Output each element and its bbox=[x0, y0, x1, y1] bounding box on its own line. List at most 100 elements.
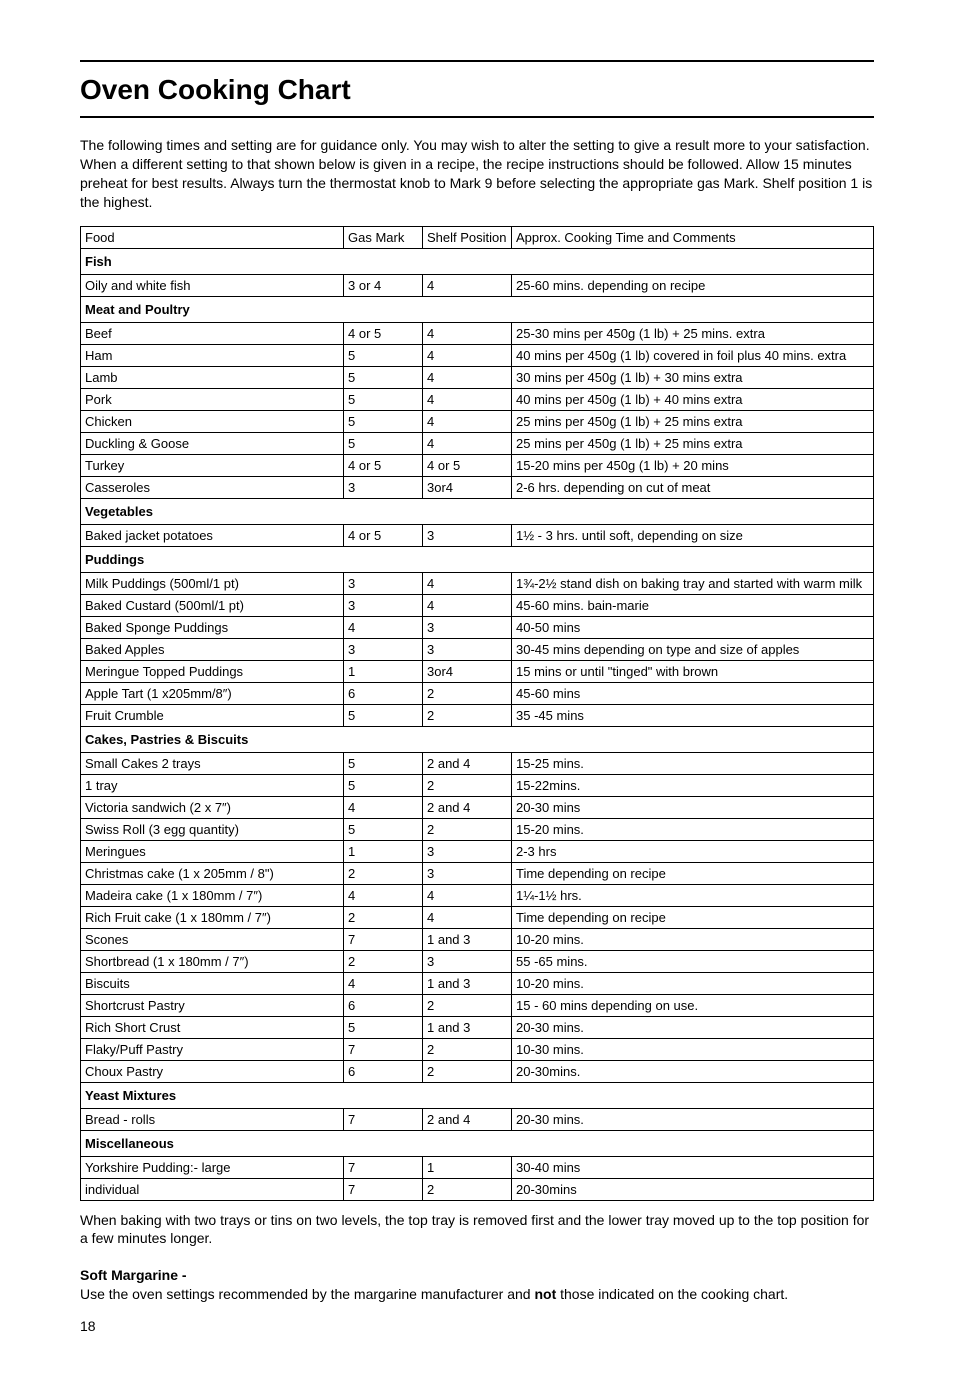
table-row: Ham5440 mins per 450g (1 lb) covered in … bbox=[81, 344, 874, 366]
cell-comments: 20-30mins bbox=[512, 1178, 874, 1200]
section-header-row: Meat and Poultry bbox=[81, 296, 874, 322]
top-rule bbox=[80, 60, 874, 62]
section-header-row: Miscellaneous bbox=[81, 1130, 874, 1156]
cell-comments: 25-30 mins per 450g (1 lb) + 25 mins. ex… bbox=[512, 322, 874, 344]
cell-food: Lamb bbox=[81, 366, 344, 388]
cell-gas: 1 bbox=[344, 840, 423, 862]
table-row: Choux Pastry6220-30mins. bbox=[81, 1060, 874, 1082]
table-row: Meringues132-3 hrs bbox=[81, 840, 874, 862]
table-header-row: Food Gas Mark Shelf Position Approx. Coo… bbox=[81, 226, 874, 248]
cell-comments: 1½ - 3 hrs. until soft, depending on siz… bbox=[512, 524, 874, 546]
col-header-comments: Approx. Cooking Time and Comments bbox=[512, 226, 874, 248]
table-row: Lamb5430 mins per 450g (1 lb) + 30 mins … bbox=[81, 366, 874, 388]
cell-shelf: 3 bbox=[423, 638, 512, 660]
cell-comments: 2-3 hrs bbox=[512, 840, 874, 862]
cell-gas: 3 bbox=[344, 594, 423, 616]
cell-shelf: 2 bbox=[423, 704, 512, 726]
cell-shelf: 4 bbox=[423, 344, 512, 366]
cell-gas: 2 bbox=[344, 906, 423, 928]
table-row: Baked Custard (500ml/1 pt)3445-60 mins. … bbox=[81, 594, 874, 616]
cell-shelf: 1 and 3 bbox=[423, 928, 512, 950]
table-row: individual7220-30mins bbox=[81, 1178, 874, 1200]
cell-gas: 4 bbox=[344, 616, 423, 638]
cell-shelf: 4 bbox=[423, 322, 512, 344]
col-header-gas: Gas Mark bbox=[344, 226, 423, 248]
cell-comments: 15-22mins. bbox=[512, 774, 874, 796]
cell-gas: 4 or 5 bbox=[344, 322, 423, 344]
cell-shelf: 4 bbox=[423, 884, 512, 906]
cell-comments: 10-30 mins. bbox=[512, 1038, 874, 1060]
cell-comments: 15-25 mins. bbox=[512, 752, 874, 774]
cell-comments: 15-20 mins. bbox=[512, 818, 874, 840]
table-row: Madeira cake (1 x 180mm / 7″)441¼-1½ hrs… bbox=[81, 884, 874, 906]
intro-paragraph: The following times and setting are for … bbox=[80, 136, 874, 212]
cell-gas: 4 or 5 bbox=[344, 524, 423, 546]
cell-comments: 20-30 mins. bbox=[512, 1016, 874, 1038]
cell-shelf: 4 bbox=[423, 572, 512, 594]
cell-gas: 5 bbox=[344, 704, 423, 726]
cell-shelf: 2 and 4 bbox=[423, 1108, 512, 1130]
cell-gas: 7 bbox=[344, 1156, 423, 1178]
table-row: Scones71 and 310-20 mins. bbox=[81, 928, 874, 950]
table-row: Swiss Roll (3 egg quantity)5215-20 mins. bbox=[81, 818, 874, 840]
cell-comments: 15 mins or until "tinged" with brown bbox=[512, 660, 874, 682]
cell-gas: 5 bbox=[344, 1016, 423, 1038]
cell-food: Swiss Roll (3 egg quantity) bbox=[81, 818, 344, 840]
cell-gas: 5 bbox=[344, 388, 423, 410]
cell-gas: 6 bbox=[344, 1060, 423, 1082]
cell-gas: 5 bbox=[344, 774, 423, 796]
cell-comments: 25-60 mins. depending on recipe bbox=[512, 274, 874, 296]
cell-shelf: 3or4 bbox=[423, 660, 512, 682]
table-row: Oily and white fish3 or 4425-60 mins. de… bbox=[81, 274, 874, 296]
cell-shelf: 3or4 bbox=[423, 476, 512, 498]
page-number: 18 bbox=[80, 1318, 874, 1334]
cell-gas: 5 bbox=[344, 818, 423, 840]
cell-comments: 30 mins per 450g (1 lb) + 30 mins extra bbox=[512, 366, 874, 388]
cell-gas: 7 bbox=[344, 1108, 423, 1130]
cell-food: Pork bbox=[81, 388, 344, 410]
cell-comments: Time depending on recipe bbox=[512, 906, 874, 928]
cell-comments: 1¾-2½ stand dish on baking tray and star… bbox=[512, 572, 874, 594]
table-row: Biscuits41 and 310-20 mins. bbox=[81, 972, 874, 994]
cell-gas: 5 bbox=[344, 344, 423, 366]
section-header-cell: Fish bbox=[81, 248, 874, 274]
cell-comments: 25 mins per 450g (1 lb) + 25 mins extra bbox=[512, 410, 874, 432]
cell-shelf: 2 bbox=[423, 818, 512, 840]
col-header-food: Food bbox=[81, 226, 344, 248]
cell-shelf: 2 bbox=[423, 774, 512, 796]
cell-food: Milk Puddings (500ml/1 pt) bbox=[81, 572, 344, 594]
cell-shelf: 3 bbox=[423, 840, 512, 862]
title-underline bbox=[80, 116, 874, 118]
cell-shelf: 4 or 5 bbox=[423, 454, 512, 476]
cell-food: Rich Fruit cake (1 x 180mm / 7″) bbox=[81, 906, 344, 928]
cell-gas: 4 bbox=[344, 884, 423, 906]
section-header-row: Fish bbox=[81, 248, 874, 274]
cell-gas: 4 or 5 bbox=[344, 454, 423, 476]
cell-food: Baked jacket potatoes bbox=[81, 524, 344, 546]
table-row: Casseroles33or42-6 hrs. depending on cut… bbox=[81, 476, 874, 498]
cell-comments: 15 - 60 mins depending on use. bbox=[512, 994, 874, 1016]
cell-shelf: 3 bbox=[423, 950, 512, 972]
cell-gas: 7 bbox=[344, 1038, 423, 1060]
table-row: Chicken5425 mins per 450g (1 lb) + 25 mi… bbox=[81, 410, 874, 432]
table-row: Apple Tart (1 x205mm/8″)6245-60 mins bbox=[81, 682, 874, 704]
cell-gas: 1 bbox=[344, 660, 423, 682]
cell-food: Apple Tart (1 x205mm/8″) bbox=[81, 682, 344, 704]
col-header-shelf: Shelf Position bbox=[423, 226, 512, 248]
cell-comments: 20-30 mins bbox=[512, 796, 874, 818]
cell-food: Turkey bbox=[81, 454, 344, 476]
table-row: Shortcrust Pastry6215 - 60 mins dependin… bbox=[81, 994, 874, 1016]
cell-gas: 5 bbox=[344, 366, 423, 388]
cell-food: 1 tray bbox=[81, 774, 344, 796]
cell-food: Duckling & Goose bbox=[81, 432, 344, 454]
cell-comments: 20-30 mins. bbox=[512, 1108, 874, 1130]
cell-comments: 10-20 mins. bbox=[512, 928, 874, 950]
cell-comments: 40 mins per 450g (1 lb) + 40 mins extra bbox=[512, 388, 874, 410]
cell-food: Shortcrust Pastry bbox=[81, 994, 344, 1016]
cell-food: Ham bbox=[81, 344, 344, 366]
cell-food: Baked Sponge Puddings bbox=[81, 616, 344, 638]
cell-shelf: 2 bbox=[423, 994, 512, 1016]
cell-food: Bread - rolls bbox=[81, 1108, 344, 1130]
section-header-row: Cakes, Pastries & Biscuits bbox=[81, 726, 874, 752]
cell-gas: 5 bbox=[344, 752, 423, 774]
